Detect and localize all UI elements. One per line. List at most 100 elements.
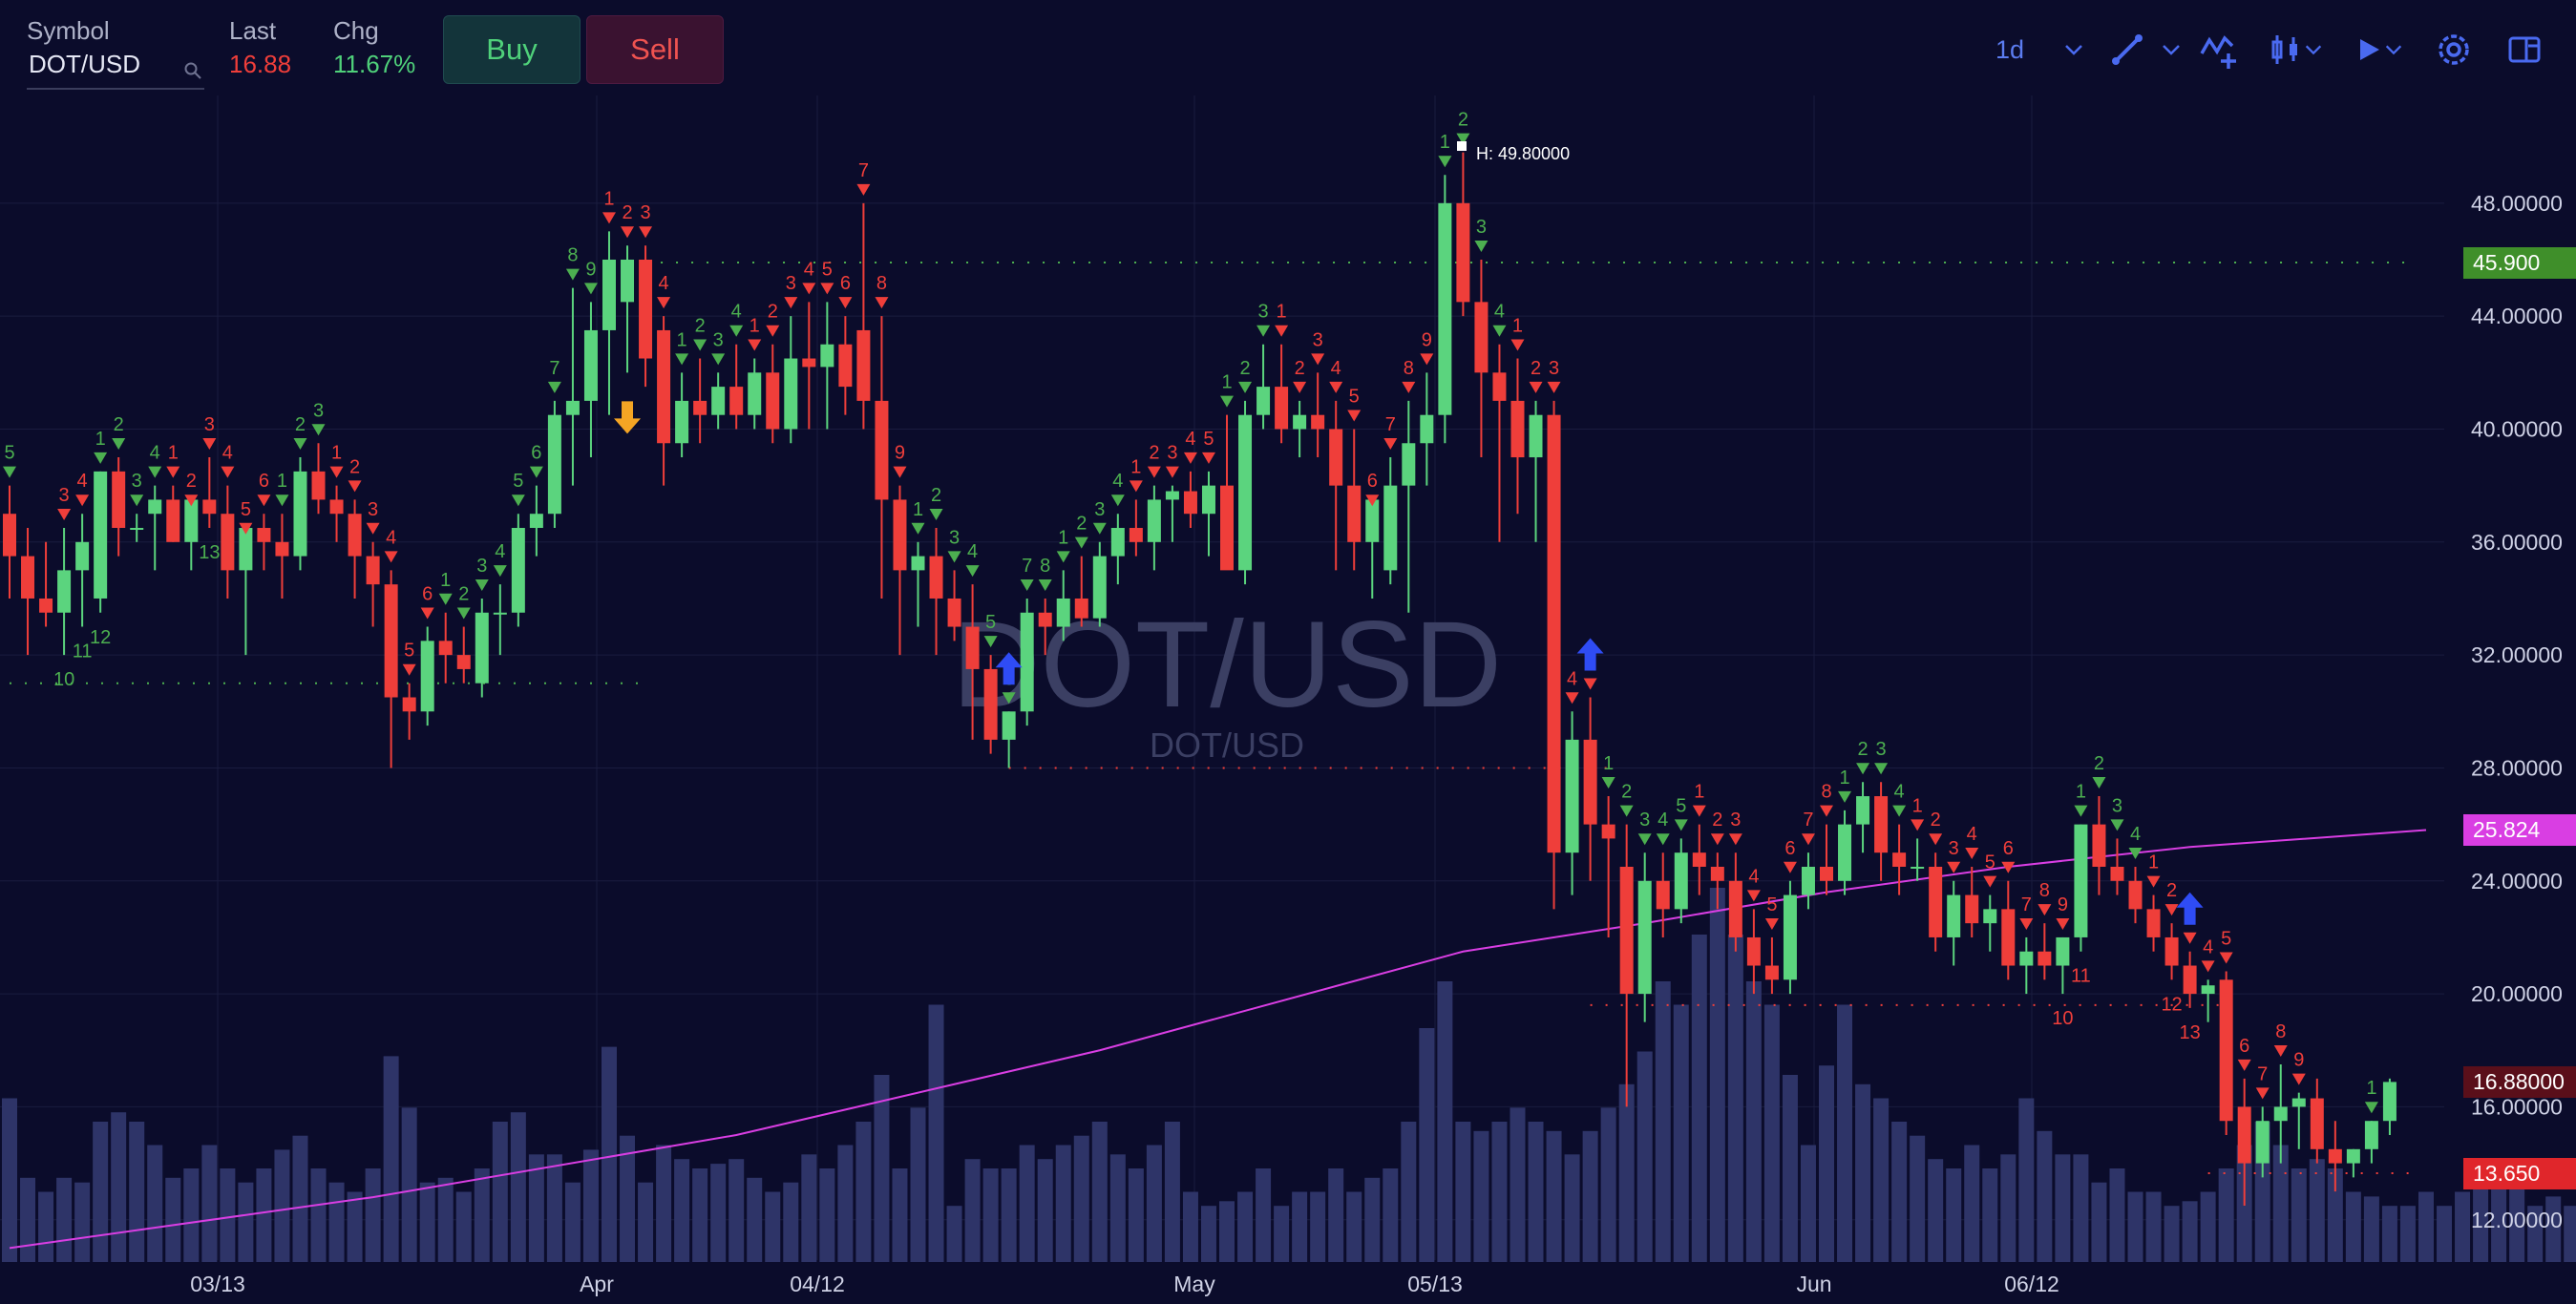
setup-count-label: 5 (1766, 894, 1777, 915)
buy-setup-triangle (293, 438, 307, 451)
search-icon[interactable] (183, 61, 202, 80)
candle-body (2146, 909, 2161, 937)
x-tick-label: May (1173, 1272, 1215, 1296)
buy-setup-triangle (583, 283, 598, 295)
indicators-add-icon[interactable] (2198, 29, 2240, 71)
setup-count-label: 4 (1112, 471, 1123, 492)
sell-setup-triangle (1275, 325, 1289, 337)
volume-bar (582, 1149, 599, 1262)
setup-count-label: 7 (858, 160, 869, 181)
candles (3, 152, 2397, 1206)
candle-body (639, 259, 653, 359)
volume-bar (2564, 1206, 2576, 1262)
candle-body (856, 329, 871, 401)
sell-setup-triangle (202, 438, 217, 451)
setup-count-label: 7 (1803, 810, 1813, 831)
buy-setup-triangle (1092, 522, 1107, 535)
countdown-label: 11 (73, 641, 93, 663)
candle-body (1874, 796, 1889, 853)
volume-bar (1473, 1130, 1489, 1262)
buy-setup-triangle (729, 325, 744, 337)
volume-bar (147, 1145, 163, 1262)
candle-body (2128, 880, 2143, 910)
candle-body (456, 655, 471, 669)
setup-count-label: 8 (1821, 782, 1831, 803)
candle-body (1929, 866, 1943, 937)
volume-bar (1455, 1122, 1471, 1262)
sell-setup-triangle (2273, 1045, 2288, 1058)
candle-body (1165, 491, 1179, 500)
trend-line-icon[interactable] (2108, 29, 2146, 71)
candle-body (965, 626, 980, 669)
candle-body (1110, 528, 1125, 557)
chart-type-icon[interactable] (2269, 29, 2303, 71)
candle-body (911, 556, 925, 571)
candle-body (3, 514, 16, 557)
candle-body (802, 358, 816, 368)
buy-setup-triangle (1892, 805, 1907, 817)
symbol-value: DOT/USD (29, 50, 140, 78)
candle-body (1710, 866, 1724, 881)
candle-body (2237, 1106, 2251, 1164)
layout-icon[interactable] (2505, 29, 2544, 71)
candle-body (1074, 598, 1088, 619)
chevron-down-icon[interactable] (2160, 29, 2183, 71)
sell-setup-triangle (1183, 452, 1197, 464)
setup-count-label: 2 (768, 302, 778, 323)
volume-bar (2418, 1191, 2434, 1262)
buy-setup-triangle (1256, 325, 1271, 337)
candle-body (2074, 824, 2088, 937)
volume-bar (910, 1107, 926, 1262)
chevron-down-icon[interactable] (2383, 29, 2404, 71)
candle-body (1275, 387, 1289, 430)
candle-body (1329, 429, 1343, 486)
volume-bar (1274, 1206, 1290, 1262)
buy-setup-triangle (2364, 1102, 2378, 1114)
setup-count-label: 2 (349, 456, 360, 477)
candle-body (1983, 909, 1997, 924)
countdown-label: 12 (2161, 994, 2182, 1015)
volume-bar (310, 1168, 327, 1262)
symbol-search-field[interactable]: DOT/USD (27, 48, 204, 90)
candle-body (1692, 852, 1706, 867)
buy-button[interactable]: Buy (443, 15, 581, 84)
volume-bar (1982, 1168, 1998, 1262)
volume-bar (419, 1182, 435, 1262)
setup-count-label: 4 (1748, 866, 1759, 887)
chevron-down-icon[interactable] (2303, 29, 2324, 71)
cursor-icon[interactable] (2354, 29, 2383, 71)
sell-button[interactable]: Sell (586, 15, 724, 84)
volume-bar (1073, 1135, 1089, 1262)
setup-count-label: 2 (1531, 358, 1541, 379)
candle-body (420, 641, 434, 712)
setup-count-label: 1 (331, 443, 342, 464)
setup-count-label: 6 (2239, 1036, 2249, 1057)
buy-setup-triangle (3, 466, 16, 478)
setup-count-label: 2 (1149, 443, 1159, 464)
candle-body (94, 471, 108, 599)
candle-body (184, 499, 199, 542)
candle-body (1092, 556, 1107, 619)
sell-setup-triangle (348, 480, 362, 493)
settings-gear-icon[interactable] (2433, 29, 2475, 71)
candle-body (1820, 866, 1833, 881)
candle-body (693, 400, 707, 415)
candle-body (1147, 499, 1161, 542)
candle-body (2382, 1082, 2397, 1122)
volume-bar (1037, 1159, 1053, 1262)
chevron-down-icon[interactable] (2062, 29, 2085, 71)
candle-body (657, 329, 671, 444)
setup-count-label: 2 (1712, 810, 1722, 831)
setup-count-label: 1 (2076, 782, 2086, 803)
interval-select[interactable]: 1d (1995, 34, 2025, 64)
volume-bar (455, 1191, 472, 1262)
setup-count-label: 4 (2130, 824, 2141, 845)
volume-bar (1618, 1083, 1635, 1262)
top-toolbar: Symbol DOT/USD Last 16.88 Chg 11.67% Buy… (0, 0, 2576, 95)
sell-setup-triangle (1746, 890, 1761, 902)
x-tick-label: Jun (1796, 1272, 1831, 1296)
last-price: 16.88 (229, 50, 292, 78)
candle-body (711, 387, 726, 415)
candle-body (511, 528, 525, 613)
